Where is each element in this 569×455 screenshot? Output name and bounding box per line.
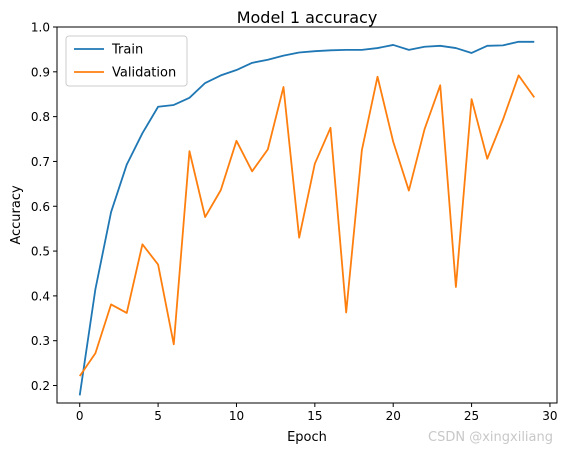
x-tick-label: 10 bbox=[229, 409, 244, 423]
x-tick-label: 0 bbox=[76, 409, 84, 423]
y-axis-label: Accuracy bbox=[9, 185, 24, 245]
x-tick-label: 20 bbox=[386, 409, 401, 423]
y-tick-label: 0.8 bbox=[31, 110, 50, 124]
legend: Train Validation bbox=[65, 35, 188, 87]
y-axis-ticks: 0.2 0.3 0.4 0.5 0.6 0.7 0.8 0.9 1.0 bbox=[31, 21, 57, 393]
y-tick-label: 0.4 bbox=[31, 289, 50, 303]
y-tick-label: 0.2 bbox=[31, 379, 50, 393]
legend-train-label: Train bbox=[111, 43, 143, 58]
y-tick-label: 1.0 bbox=[31, 21, 50, 35]
series-line-train bbox=[78, 40, 535, 396]
x-axis-ticks: 0 5 10 15 20 25 30 bbox=[76, 403, 558, 423]
x-tick-label: 5 bbox=[154, 409, 162, 423]
watermark: CSDN @xingxiliang bbox=[428, 430, 553, 445]
x-tick-label: 15 bbox=[307, 409, 322, 423]
series-line-validation bbox=[78, 74, 536, 377]
chart-title: Model 1 accuracy bbox=[237, 8, 378, 27]
y-tick-label: 0.6 bbox=[31, 200, 50, 214]
y-tick-label: 0.7 bbox=[31, 155, 50, 169]
y-tick-label: 0.3 bbox=[31, 334, 50, 348]
y-tick-label: 0.5 bbox=[31, 245, 50, 259]
axes-frame bbox=[56, 26, 558, 404]
x-tick-label: 25 bbox=[464, 409, 479, 423]
series-lines bbox=[78, 40, 536, 396]
y-tick-label: 0.9 bbox=[31, 65, 50, 79]
x-axis-label: Epoch bbox=[287, 430, 327, 445]
legend-validation-label: Validation bbox=[112, 66, 176, 81]
x-tick-label: 30 bbox=[542, 409, 557, 423]
plot-area: 0 5 10 15 20 25 30 0.2 0.3 0.4 0.5 0.6 0.7 0.8 0.9 1.0 bbox=[31, 21, 558, 424]
